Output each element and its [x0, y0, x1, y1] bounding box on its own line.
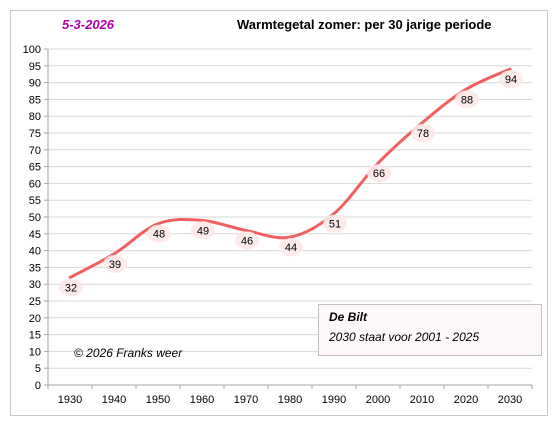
data-label-background — [411, 123, 435, 142]
y-tick-label: 40 — [29, 246, 41, 258]
y-tick-label: 15 — [29, 330, 41, 342]
data-label-text: 49 — [197, 225, 209, 237]
data-label-text: 48 — [153, 229, 165, 241]
data-label-text: 88 — [461, 94, 473, 106]
data-label: 46 — [235, 231, 259, 250]
x-tick-label: 1930 — [58, 394, 82, 406]
x-tick-label: 2020 — [454, 394, 478, 406]
x-tick-label: 1960 — [190, 394, 214, 406]
y-tick-label: 100 — [23, 44, 41, 56]
data-label: 32 — [59, 278, 83, 297]
data-label: 39 — [103, 254, 127, 273]
x-tick-label: 1970 — [234, 394, 258, 406]
data-label: 49 — [191, 221, 215, 240]
y-tick-label: 45 — [29, 229, 41, 241]
x-tick-label: 1940 — [102, 394, 126, 406]
data-label: 51 — [323, 214, 347, 233]
gridlines — [48, 48, 532, 369]
data-label-text: 46 — [241, 235, 253, 247]
x-tick-label: 2010 — [410, 394, 434, 406]
x-tick-labels: 1930 1940 1950 1960 1970 1980 1990 2000 2010 2020… — [58, 394, 522, 406]
y-tick-label: 85 — [29, 94, 41, 106]
data-label: 44 — [279, 238, 303, 257]
data-label-background — [235, 231, 259, 250]
y-tick-label: 95 — [29, 61, 41, 73]
data-label-background — [499, 70, 523, 89]
y-tick-labels: 0 5 10 15 20 25 30 35 40 45 50 55 60 65 70 75 80 85 90 95 10… — [23, 44, 41, 392]
y-tick-label: 75 — [29, 128, 41, 140]
data-label: 94 — [499, 70, 523, 89]
y-tick-label: 50 — [29, 212, 41, 224]
y-tick-label: 20 — [29, 313, 41, 325]
data-label-text: 44 — [285, 242, 297, 254]
y-tick-label: 90 — [29, 78, 41, 90]
data-label-background — [455, 90, 479, 109]
y-tick-label: 65 — [29, 162, 41, 174]
data-label-background — [147, 224, 171, 243]
y-tick-label: 70 — [29, 145, 41, 157]
chart-title: Warmtegetal zomer: per 30 jarige periode — [237, 17, 492, 32]
y-tick-label: 10 — [29, 346, 41, 358]
data-label-background — [103, 254, 127, 273]
y-tick-label: 35 — [29, 262, 41, 274]
data-label-background — [279, 238, 303, 257]
data-label: 78 — [411, 123, 435, 142]
data-label-text: 51 — [329, 219, 341, 231]
data-label: 88 — [455, 90, 479, 109]
data-label-text: 39 — [109, 259, 121, 271]
data-label-background — [191, 221, 215, 240]
info-box-text: 2030 staat voor 2001 - 2025 — [329, 330, 480, 344]
y-tick-label: 0 — [35, 380, 41, 392]
data-label-background — [59, 278, 83, 297]
data-label-text: 32 — [65, 282, 77, 294]
x-tick-label: 2030 — [498, 394, 522, 406]
data-label-text: 78 — [417, 128, 429, 140]
data-label: 66 — [367, 164, 391, 183]
info-box: De Bilt 2030 staat voor 2001 - 2025 — [318, 304, 542, 356]
info-box-title: De Bilt — [329, 310, 368, 324]
series-line — [68, 67, 512, 279]
y-tick-label: 60 — [29, 178, 41, 190]
date-label: 5-3-2026 — [62, 17, 115, 32]
x-tick-label: 2000 — [366, 394, 390, 406]
x-tick-label: 1980 — [278, 394, 302, 406]
x-tick-label: 1990 — [322, 394, 346, 406]
data-label: 48 — [147, 224, 171, 243]
data-label-text: 66 — [373, 168, 385, 180]
y-tick-label: 80 — [29, 111, 41, 123]
data-label-background — [323, 214, 347, 233]
axes — [44, 48, 533, 389]
data-labels: 32 39 48 49 46 44 51 66 78 88 94 — [59, 70, 523, 297]
y-tick-label: 30 — [29, 279, 41, 291]
data-label-background — [367, 164, 391, 183]
x-tick-label: 1950 — [146, 394, 170, 406]
y-tick-label: 25 — [29, 296, 41, 308]
y-tick-label: 5 — [35, 363, 41, 375]
data-label-text: 94 — [505, 74, 517, 86]
y-tick-label: 55 — [29, 195, 41, 207]
copyright-text: © 2026 Franks weer — [74, 346, 183, 360]
